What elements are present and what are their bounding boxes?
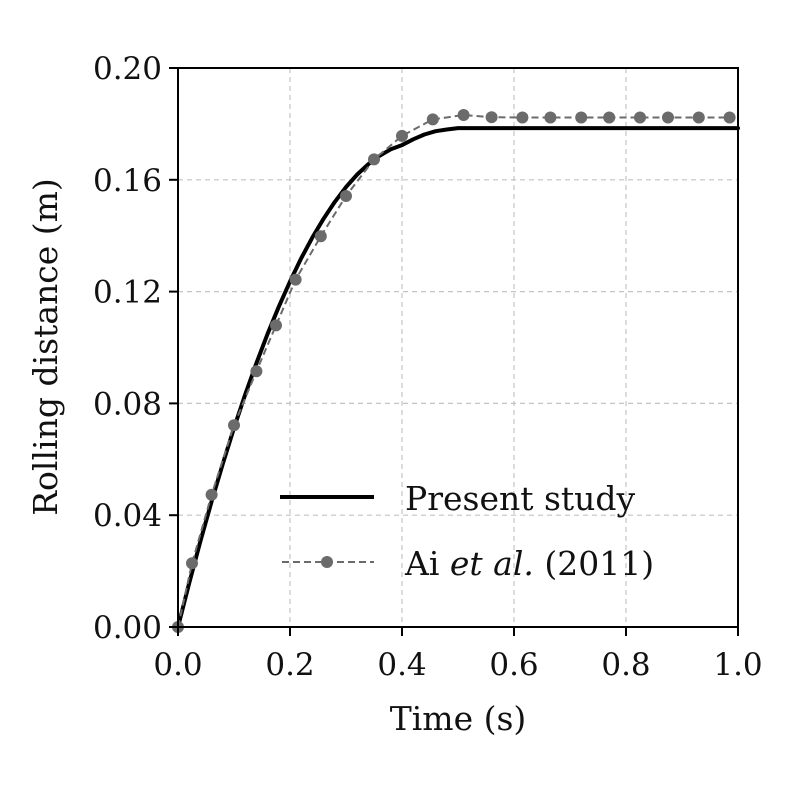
x-tick-label: 1.0 [713, 647, 762, 683]
data-point-ai-et-al [723, 111, 736, 124]
data-point-ai-et-al [634, 111, 646, 124]
x-tick-label: 0.8 [601, 647, 650, 683]
x-axis-label: Time (s) [390, 699, 527, 738]
legend-label-ai-part-1: Ai [404, 544, 450, 583]
y-tick-label: 0.00 [93, 610, 162, 646]
data-point-ai-et-al [544, 111, 557, 124]
data-point-ai-et-al [228, 419, 240, 432]
legend-label-ai-et-al: Ai et al. (2011) [404, 544, 654, 583]
data-point-ai-et-al [205, 488, 218, 501]
legend-marker-ai-et-al [321, 556, 333, 568]
data-point-ai-et-al [457, 108, 470, 121]
x-tick-label: 0.6 [489, 647, 538, 683]
data-point-ai-et-al [603, 111, 616, 124]
data-point-ai-et-al [485, 111, 498, 124]
plot-series [172, 108, 740, 633]
y-tick-label: 0.16 [93, 163, 162, 199]
data-point-ai-et-al [426, 113, 439, 126]
axis-ticks: 0.0 0.2 0.4 0.6 0.8 1.0 0.00 0.04 0.08 0.12 0.16 0.… [93, 51, 763, 683]
legend-label-ai-part-2: et al. [450, 544, 534, 583]
x-tick-label: 0.4 [377, 647, 426, 683]
y-tick-label: 0.12 [93, 275, 162, 311]
data-point-ai-et-al [270, 319, 282, 332]
y-tick-label: 0.04 [93, 498, 162, 534]
x-tick-label: 0.0 [153, 647, 202, 683]
series-line-ai-et-al [177, 113, 730, 628]
x-tick-label: 0.2 [265, 647, 314, 683]
data-point-ai-et-al [289, 273, 302, 286]
data-point-ai-et-al [662, 111, 674, 124]
y-axis-label: Rolling distance (m) [26, 178, 65, 516]
data-point-ai-et-al [314, 230, 327, 243]
legend-label-present-study: Present study [405, 479, 636, 518]
data-point-ai-et-al [692, 111, 705, 124]
data-point-ai-et-al [340, 190, 352, 203]
y-tick-label: 0.08 [93, 386, 162, 422]
data-point-ai-et-al [368, 153, 380, 166]
y-tick-label: 0.20 [93, 51, 162, 87]
data-point-ai-et-al [575, 111, 588, 124]
data-point-ai-et-al [516, 111, 529, 124]
legend: Present study Ai et al. (2011) [280, 479, 654, 583]
grid [178, 68, 738, 627]
data-point-ai-et-al [186, 557, 198, 570]
data-point-ai-et-al [396, 129, 408, 142]
data-point-ai-et-al [250, 365, 263, 378]
legend-label-ai-part-3: (2011) [534, 544, 654, 583]
plot-frame [177, 67, 739, 628]
